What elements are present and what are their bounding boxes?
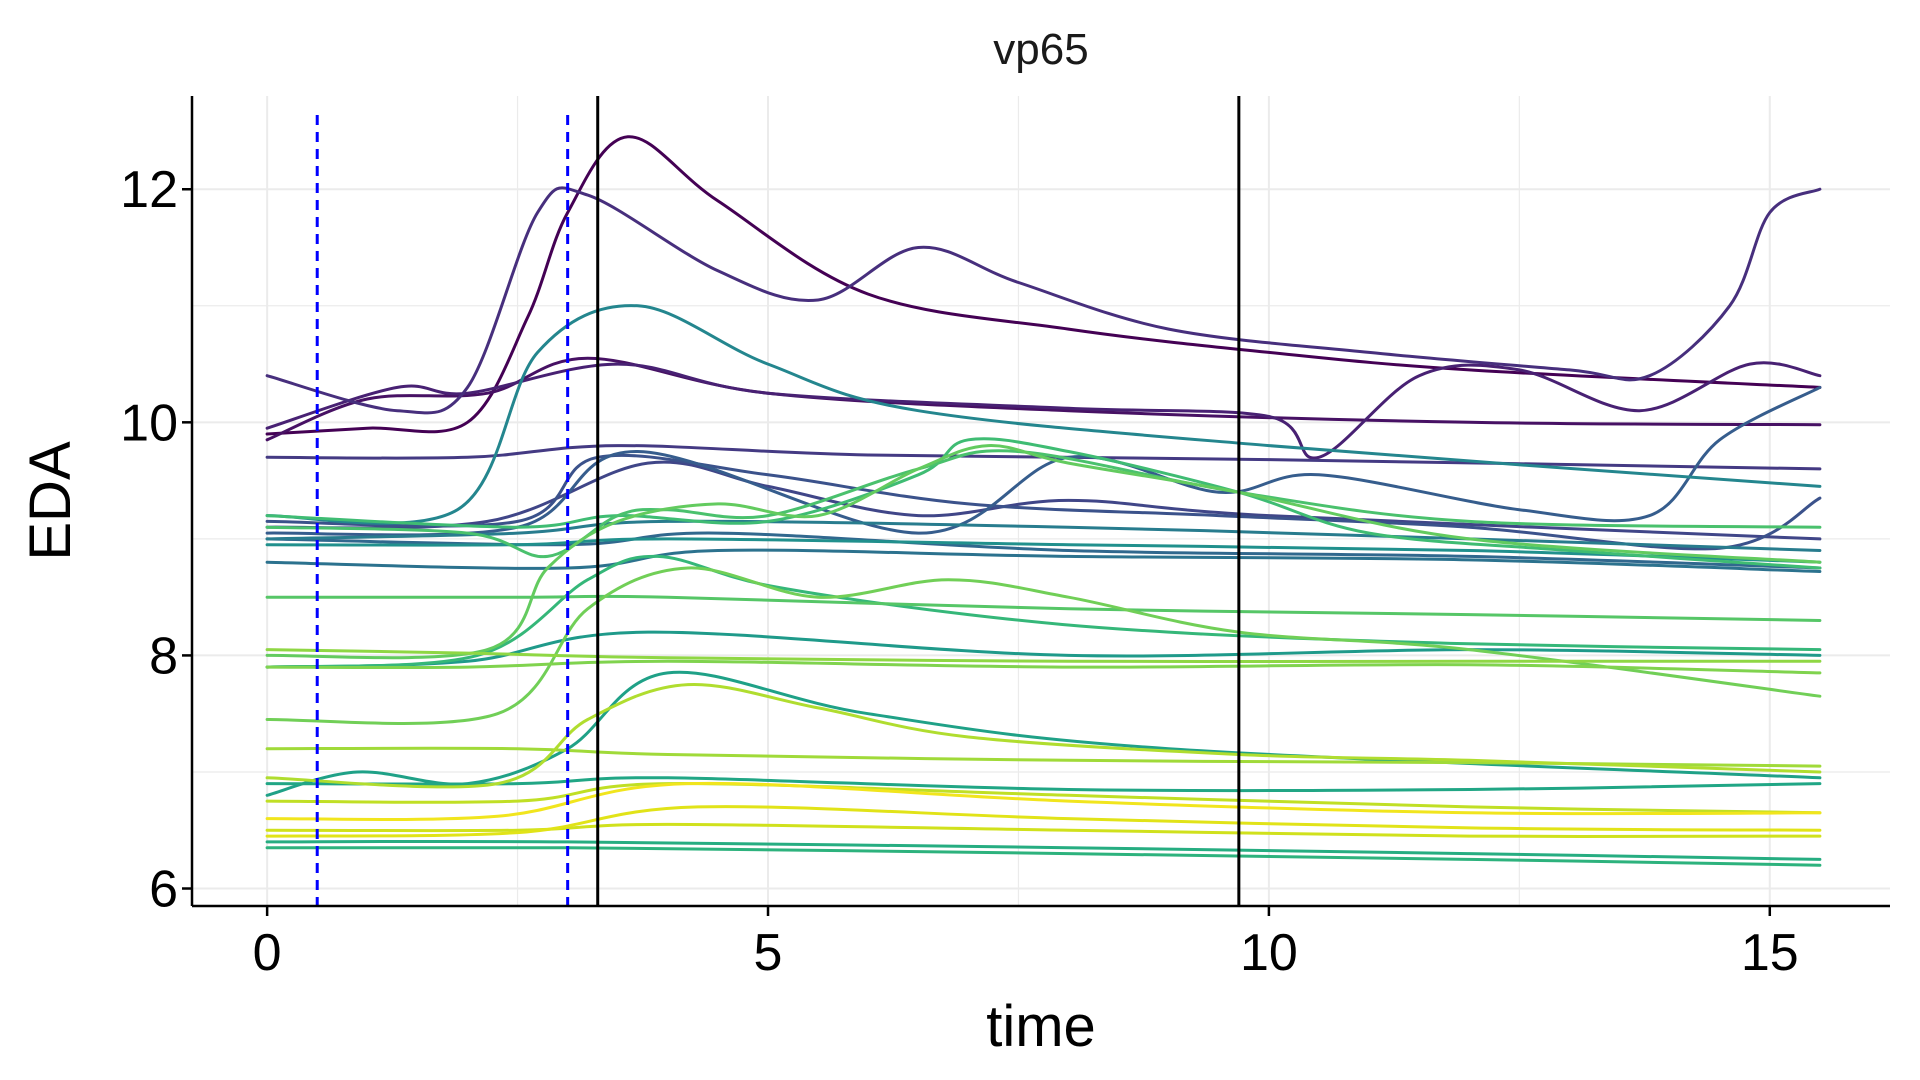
x-tick-label: 15 [1741,924,1799,982]
ticks: 0 5 10 15 6 8 10 12 [120,161,1799,982]
series-line-5 [265,444,1822,471]
series-line-28 [265,682,1822,789]
series-line-14 [265,630,1822,669]
series-line-30 [265,822,1822,838]
series-layer [265,135,1822,867]
x-tick-label: 10 [1240,924,1298,982]
series-line-10 [265,548,1822,573]
vertical-markers [315,96,1241,906]
axes [190,96,1890,908]
series-line-26 [265,648,1822,664]
series-line-20 [265,437,1822,570]
series-line-29 [265,782,1822,815]
series-line-17 [265,839,1822,861]
x-tick-label: 0 [253,924,282,982]
series-line-22 [265,594,1822,622]
series-line-8 [265,385,1822,537]
series-line-4 [265,186,1822,415]
series-line-24 [265,566,1822,725]
x-axis-title: time [986,994,1096,1059]
series-line-12 [265,304,1822,525]
series-line-18 [265,845,1822,867]
y-tick-label: 10 [120,394,178,452]
series-line-31 [265,805,1822,838]
series-line-1 [265,135,1822,436]
series-line-25 [265,659,1822,675]
series-line-6 [265,460,1822,541]
chart-title: vp65 [993,25,1088,74]
y-axis-title: EDA [18,441,83,561]
series-line-3 [265,361,1822,460]
y-tick-label: 8 [149,627,178,685]
series-line-23 [265,444,1822,660]
x-tick-label: 5 [754,924,783,982]
y-tick-label: 12 [120,161,178,219]
y-tick-label: 6 [149,861,178,919]
series-line-16 [265,776,1822,793]
series-line-21 [265,449,1822,559]
series-line-32 [265,781,1822,822]
series-line-11 [265,519,1822,552]
